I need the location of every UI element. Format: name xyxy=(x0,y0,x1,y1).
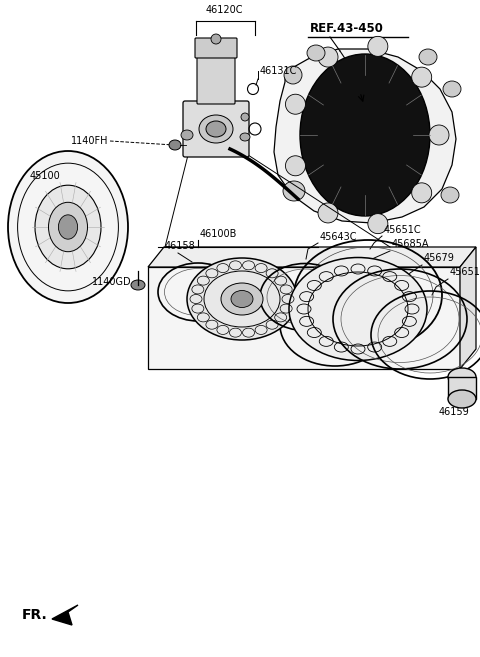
Text: REF.43-450: REF.43-450 xyxy=(310,22,384,35)
Polygon shape xyxy=(460,247,476,369)
Polygon shape xyxy=(148,247,476,267)
Ellipse shape xyxy=(283,181,305,201)
Ellipse shape xyxy=(448,368,476,386)
Ellipse shape xyxy=(412,183,432,203)
Ellipse shape xyxy=(441,187,459,203)
Text: 1140FH: 1140FH xyxy=(71,136,108,146)
Ellipse shape xyxy=(443,81,461,97)
FancyBboxPatch shape xyxy=(183,101,249,157)
Ellipse shape xyxy=(48,202,87,252)
Ellipse shape xyxy=(241,113,249,121)
Text: 45644: 45644 xyxy=(298,301,329,311)
Ellipse shape xyxy=(169,140,181,150)
Ellipse shape xyxy=(231,290,253,307)
Text: 45643C: 45643C xyxy=(320,232,358,242)
Text: 45651C: 45651C xyxy=(384,225,421,235)
Ellipse shape xyxy=(35,185,101,269)
Text: 45100: 45100 xyxy=(30,171,61,181)
Ellipse shape xyxy=(318,203,338,223)
Ellipse shape xyxy=(368,36,388,57)
Ellipse shape xyxy=(286,156,305,176)
Bar xyxy=(448,377,476,399)
Polygon shape xyxy=(52,605,78,625)
FancyBboxPatch shape xyxy=(195,38,237,58)
Ellipse shape xyxy=(59,215,78,239)
Ellipse shape xyxy=(211,34,221,44)
Text: 46100B: 46100B xyxy=(200,229,238,239)
Ellipse shape xyxy=(131,280,145,290)
Text: 1140GD: 1140GD xyxy=(92,277,132,287)
Text: 45679: 45679 xyxy=(424,253,455,263)
Ellipse shape xyxy=(412,67,432,87)
Ellipse shape xyxy=(8,151,128,303)
Text: FR.: FR. xyxy=(22,608,48,622)
Ellipse shape xyxy=(181,130,193,140)
FancyBboxPatch shape xyxy=(197,54,235,104)
Ellipse shape xyxy=(284,66,302,84)
Ellipse shape xyxy=(240,133,250,141)
Ellipse shape xyxy=(206,121,226,137)
Ellipse shape xyxy=(318,47,338,67)
Ellipse shape xyxy=(307,45,325,61)
Ellipse shape xyxy=(199,115,233,143)
Ellipse shape xyxy=(448,390,476,408)
Text: 46159: 46159 xyxy=(439,407,469,417)
Text: 46120C: 46120C xyxy=(205,5,243,15)
Ellipse shape xyxy=(221,283,263,315)
Ellipse shape xyxy=(300,54,430,216)
Text: 45685A: 45685A xyxy=(392,239,430,249)
Ellipse shape xyxy=(368,214,388,234)
Ellipse shape xyxy=(187,258,297,340)
Text: 46131C: 46131C xyxy=(260,66,298,76)
Text: 45651B: 45651B xyxy=(450,267,480,277)
Ellipse shape xyxy=(286,94,305,114)
Ellipse shape xyxy=(429,125,449,145)
Text: 46158: 46158 xyxy=(165,241,196,251)
Polygon shape xyxy=(274,49,456,223)
Ellipse shape xyxy=(289,258,427,361)
Ellipse shape xyxy=(419,49,437,65)
Polygon shape xyxy=(148,267,460,369)
